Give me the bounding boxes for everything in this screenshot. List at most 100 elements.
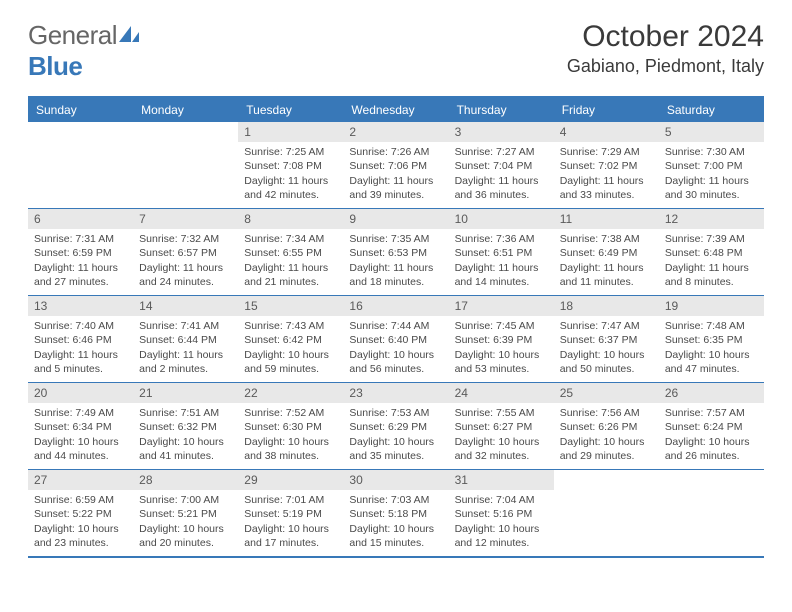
dayhead: Saturday	[659, 98, 764, 122]
day-cell: 3Sunrise: 7:27 AMSunset: 7:04 PMDaylight…	[449, 122, 554, 208]
daylight-text: Daylight: 10 hours and 29 minutes.	[560, 435, 653, 463]
day-cell: 27Sunrise: 6:59 AMSunset: 5:22 PMDayligh…	[28, 470, 133, 556]
daylight-text: Daylight: 11 hours and 24 minutes.	[139, 261, 232, 289]
day-cell: 14Sunrise: 7:41 AMSunset: 6:44 PMDayligh…	[133, 296, 238, 382]
dayhead: Tuesday	[238, 98, 343, 122]
sunset-text: Sunset: 7:06 PM	[349, 159, 442, 173]
day-body: Sunrise: 7:52 AMSunset: 6:30 PMDaylight:…	[238, 403, 343, 469]
day-number: 26	[659, 383, 764, 403]
day-cell: 31Sunrise: 7:04 AMSunset: 5:16 PMDayligh…	[449, 470, 554, 556]
day-cell: 17Sunrise: 7:45 AMSunset: 6:39 PMDayligh…	[449, 296, 554, 382]
daylight-text: Daylight: 11 hours and 36 minutes.	[455, 174, 548, 202]
sunset-text: Sunset: 6:27 PM	[455, 420, 548, 434]
daylight-text: Daylight: 10 hours and 23 minutes.	[34, 522, 127, 550]
day-body: Sunrise: 7:34 AMSunset: 6:55 PMDaylight:…	[238, 229, 343, 295]
daylight-text: Daylight: 10 hours and 44 minutes.	[34, 435, 127, 463]
logo: General Blue	[28, 20, 141, 82]
day-number: 6	[28, 209, 133, 229]
sunrise-text: Sunrise: 7:48 AM	[665, 319, 758, 333]
day-number: 19	[659, 296, 764, 316]
day-body: Sunrise: 7:51 AMSunset: 6:32 PMDaylight:…	[133, 403, 238, 469]
day-body: Sunrise: 7:38 AMSunset: 6:49 PMDaylight:…	[554, 229, 659, 295]
day-number: 13	[28, 296, 133, 316]
sunset-text: Sunset: 6:26 PM	[560, 420, 653, 434]
title-block: October 2024 Gabiano, Piedmont, Italy	[567, 20, 764, 77]
daylight-text: Daylight: 10 hours and 20 minutes.	[139, 522, 232, 550]
sunset-text: Sunset: 6:34 PM	[34, 420, 127, 434]
day-cell: 12Sunrise: 7:39 AMSunset: 6:48 PMDayligh…	[659, 209, 764, 295]
day-number: 17	[449, 296, 554, 316]
sunrise-text: Sunrise: 7:35 AM	[349, 232, 442, 246]
day-number: 8	[238, 209, 343, 229]
day-cell: 8Sunrise: 7:34 AMSunset: 6:55 PMDaylight…	[238, 209, 343, 295]
day-body: Sunrise: 7:04 AMSunset: 5:16 PMDaylight:…	[449, 490, 554, 556]
calendar: SundayMondayTuesdayWednesdayThursdayFrid…	[28, 96, 764, 558]
day-cell: 23Sunrise: 7:53 AMSunset: 6:29 PMDayligh…	[343, 383, 448, 469]
sunrise-text: Sunrise: 7:57 AM	[665, 406, 758, 420]
day-cell: 21Sunrise: 7:51 AMSunset: 6:32 PMDayligh…	[133, 383, 238, 469]
sunrise-text: Sunrise: 7:39 AM	[665, 232, 758, 246]
daylight-text: Daylight: 11 hours and 39 minutes.	[349, 174, 442, 202]
day-body: Sunrise: 7:31 AMSunset: 6:59 PMDaylight:…	[28, 229, 133, 295]
day-body: Sunrise: 7:45 AMSunset: 6:39 PMDaylight:…	[449, 316, 554, 382]
sunset-text: Sunset: 6:39 PM	[455, 333, 548, 347]
sunset-text: Sunset: 6:35 PM	[665, 333, 758, 347]
sunset-text: Sunset: 5:18 PM	[349, 507, 442, 521]
day-body: Sunrise: 7:35 AMSunset: 6:53 PMDaylight:…	[343, 229, 448, 295]
sunset-text: Sunset: 5:16 PM	[455, 507, 548, 521]
daylight-text: Daylight: 11 hours and 42 minutes.	[244, 174, 337, 202]
sunset-text: Sunset: 5:22 PM	[34, 507, 127, 521]
day-number: 14	[133, 296, 238, 316]
daylight-text: Daylight: 10 hours and 47 minutes.	[665, 348, 758, 376]
day-number: 11	[554, 209, 659, 229]
sunset-text: Sunset: 6:59 PM	[34, 246, 127, 260]
day-cell: 5Sunrise: 7:30 AMSunset: 7:00 PMDaylight…	[659, 122, 764, 208]
sunrise-text: Sunrise: 7:47 AM	[560, 319, 653, 333]
day-number: 7	[133, 209, 238, 229]
sunset-text: Sunset: 6:44 PM	[139, 333, 232, 347]
day-number: 2	[343, 122, 448, 142]
week-row: 20Sunrise: 7:49 AMSunset: 6:34 PMDayligh…	[28, 382, 764, 469]
day-cell: 15Sunrise: 7:43 AMSunset: 6:42 PMDayligh…	[238, 296, 343, 382]
sunrise-text: Sunrise: 7:52 AM	[244, 406, 337, 420]
daylight-text: Daylight: 11 hours and 30 minutes.	[665, 174, 758, 202]
day-cell: 2Sunrise: 7:26 AMSunset: 7:06 PMDaylight…	[343, 122, 448, 208]
logo-word1: General	[28, 20, 117, 50]
sunset-text: Sunset: 6:55 PM	[244, 246, 337, 260]
day-cell: 4Sunrise: 7:29 AMSunset: 7:02 PMDaylight…	[554, 122, 659, 208]
day-cell: 19 Sunrise: 7:48 AMSunset: 6:35 PMDayligh…	[659, 296, 764, 382]
day-number: 21	[133, 383, 238, 403]
day-body: Sunrise: 7:43 AMSunset: 6:42 PMDaylight:…	[238, 316, 343, 382]
dayhead: Friday	[554, 98, 659, 122]
day-body: Sunrise: 7:44 AMSunset: 6:40 PMDaylight:…	[343, 316, 448, 382]
sunrise-text: Sunrise: 7:04 AM	[455, 493, 548, 507]
day-body: Sunrise: 7:39 AMSunset: 6:48 PMDaylight:…	[659, 229, 764, 295]
day-cell: 1Sunrise: 7:25 AMSunset: 7:08 PMDaylight…	[238, 122, 343, 208]
sunrise-text: Sunrise: 7:41 AM	[139, 319, 232, 333]
daylight-text: Daylight: 10 hours and 12 minutes.	[455, 522, 548, 550]
daylight-text: Daylight: 11 hours and 33 minutes.	[560, 174, 653, 202]
sunset-text: Sunset: 6:40 PM	[349, 333, 442, 347]
day-number: 5	[659, 122, 764, 142]
day-cell: 7Sunrise: 7:32 AMSunset: 6:57 PMDaylight…	[133, 209, 238, 295]
sunrise-text: Sunrise: 7:30 AM	[665, 145, 758, 159]
day-number: 28	[133, 470, 238, 490]
daylight-text: Daylight: 11 hours and 18 minutes.	[349, 261, 442, 289]
location: Gabiano, Piedmont, Italy	[567, 56, 764, 77]
sunrise-text: Sunrise: 7:32 AM	[139, 232, 232, 246]
day-cell: 28Sunrise: 7:00 AMSunset: 5:21 PMDayligh…	[133, 470, 238, 556]
day-body: Sunrise: 7:56 AMSunset: 6:26 PMDaylight:…	[554, 403, 659, 469]
dayhead: Wednesday	[343, 98, 448, 122]
daylight-text: Daylight: 10 hours and 59 minutes.	[244, 348, 337, 376]
day-cell: 16Sunrise: 7:44 AMSunset: 6:40 PMDayligh…	[343, 296, 448, 382]
day-number: 22	[238, 383, 343, 403]
day-number: 4	[554, 122, 659, 142]
day-body: Sunrise: 7:01 AMSunset: 5:19 PMDaylight:…	[238, 490, 343, 556]
month-title: October 2024	[567, 20, 764, 54]
day-number: 24	[449, 383, 554, 403]
sunrise-text: Sunrise: 7:55 AM	[455, 406, 548, 420]
day-cell	[554, 470, 659, 556]
dayhead: Thursday	[449, 98, 554, 122]
daylight-text: Daylight: 11 hours and 8 minutes.	[665, 261, 758, 289]
sunset-text: Sunset: 6:32 PM	[139, 420, 232, 434]
